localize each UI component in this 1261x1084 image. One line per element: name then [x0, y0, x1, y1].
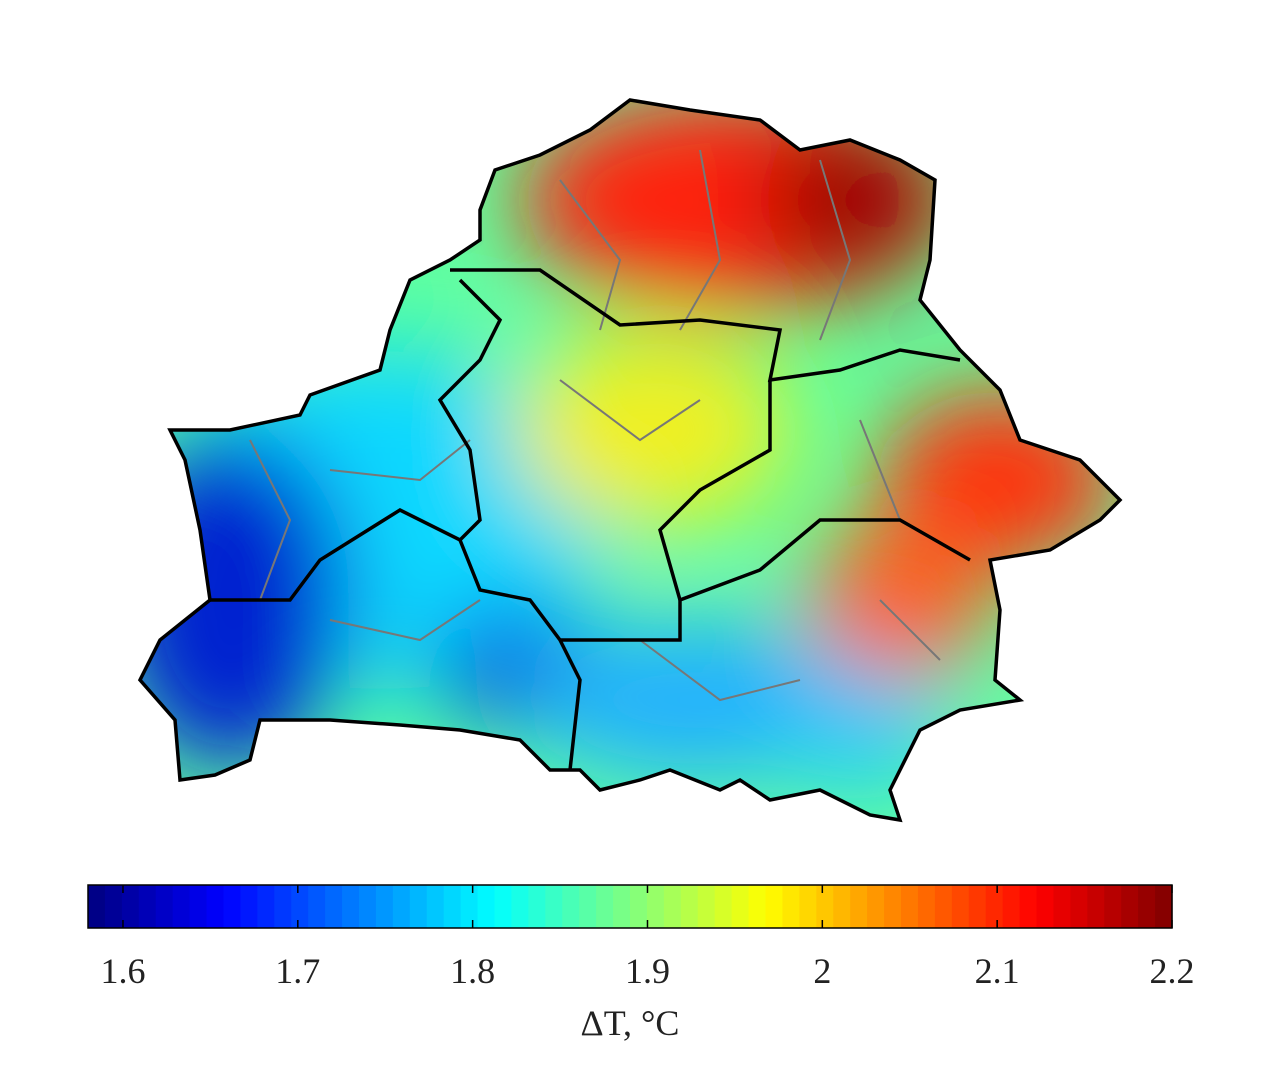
colorbar-segment	[426, 885, 445, 928]
colorbar-segment	[375, 885, 394, 928]
colorbar-tick-label: 1.8	[450, 951, 495, 991]
colorbar-segment	[545, 885, 563, 928]
colorbar-segment	[359, 885, 377, 928]
colorbar-segment	[138, 885, 157, 928]
colorbar-segment	[274, 885, 292, 928]
colorbar-segment	[1019, 885, 1038, 928]
colorbar-segment	[799, 885, 817, 928]
colorbar-segment	[985, 885, 1004, 928]
colorbar-tick-label: 2.1	[975, 951, 1020, 991]
colorbar-segment	[206, 885, 225, 928]
colorbar-segment	[409, 885, 428, 928]
colorbar-segment	[1002, 885, 1021, 928]
colorbar-segment	[1053, 885, 1071, 928]
colorbar-segment	[951, 885, 970, 928]
colorbar-segment	[1121, 885, 1139, 928]
colorbar-tick-label: 1.6	[100, 951, 145, 991]
colorbar-segment	[308, 885, 326, 928]
colorbar-segment	[325, 885, 343, 928]
colorbar-segment	[477, 885, 496, 928]
colorbar-tick-label: 2.2	[1150, 951, 1195, 991]
colorbar-segment	[104, 885, 123, 928]
colorbar-tick-label: 1.7	[275, 951, 320, 991]
colorbar-segment	[1036, 885, 1055, 928]
colorbar-segment	[850, 885, 868, 928]
colorbar-segment	[511, 885, 529, 928]
colorbar-segment	[714, 885, 733, 928]
colorbar-segment	[765, 885, 784, 928]
colorbar-segment	[579, 885, 597, 928]
colorbar-segment	[562, 885, 580, 928]
colorbar-segment	[884, 885, 902, 928]
colorbar-segment	[968, 885, 987, 928]
colorbar-segment	[630, 885, 648, 928]
colorbar-segment	[833, 885, 851, 928]
colorbar-segment	[528, 885, 546, 928]
colorbar-segment	[342, 885, 360, 928]
colorbar-frame	[87, 884, 1173, 929]
colorbar-segment	[613, 885, 631, 928]
region-borders	[210, 268, 971, 771]
colorbar-segment	[155, 885, 174, 928]
colorbar-tick-label: 2	[813, 951, 831, 991]
colorbar-segment	[291, 885, 309, 928]
colorbar-segment	[121, 885, 140, 928]
colorbar-tick-label: 1.9	[625, 951, 670, 991]
colorbar-segment	[782, 885, 800, 928]
colorbar-segment	[189, 885, 208, 928]
colorbar-segment	[1138, 885, 1156, 928]
colorbar-segment	[917, 885, 936, 928]
colorbar-segment	[748, 885, 767, 928]
colorbar-segment	[596, 885, 614, 928]
colorbar-label: ΔT, °C	[581, 1003, 680, 1043]
colorbar-segment	[257, 885, 275, 928]
colorbar-segment	[460, 885, 479, 928]
colorbar-segment	[392, 885, 411, 928]
colorbar-segment	[1155, 885, 1173, 928]
colorbar-segment	[172, 885, 191, 928]
colorbar: 1.6 1.7 1.8 1.9 2 2.1 2.2	[87, 884, 1195, 991]
colorbar-segment	[1070, 885, 1088, 928]
colorbar-segment	[816, 885, 834, 928]
colorbar-segment	[1087, 885, 1105, 928]
colorbar-segment	[680, 885, 699, 928]
colorbar-segment	[494, 885, 513, 928]
district-borders	[249, 149, 941, 702]
colorbar-segment	[697, 885, 716, 928]
colorbar-segment	[663, 885, 682, 928]
colorbar-segment	[240, 885, 258, 928]
colorbar-segment	[901, 885, 919, 928]
colorbar-segment	[88, 885, 106, 928]
colorbar-segment	[443, 885, 462, 928]
colorbar-segment	[934, 885, 953, 928]
colorbar-segment	[646, 885, 665, 928]
colorbar-segment	[1104, 885, 1122, 928]
colorbar-segment	[867, 885, 885, 928]
colorbar-segment	[731, 885, 750, 928]
colorbar-segment	[223, 885, 242, 928]
